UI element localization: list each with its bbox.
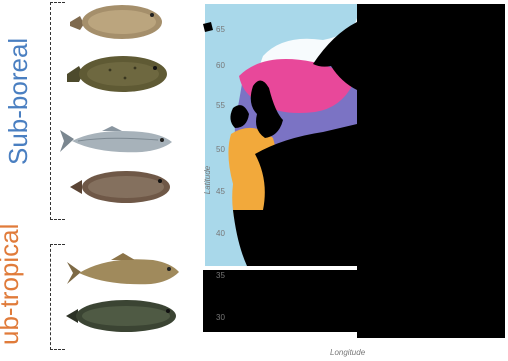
mask-bottom xyxy=(203,270,505,332)
latitude-tick-label: 65 xyxy=(216,25,225,34)
longitude-axis-label-html: Longitude xyxy=(330,348,366,357)
land-continent xyxy=(233,124,357,266)
latitude-tick-label: 45 xyxy=(216,187,225,196)
land-ireland xyxy=(230,105,249,128)
land-iceland-tip xyxy=(203,22,213,32)
sub-tropical-bracket xyxy=(50,244,65,350)
longitude-tick-label: -10 xyxy=(223,337,235,338)
land-british-isles xyxy=(250,80,283,138)
sub-boreal-label: Sub-boreal xyxy=(3,37,33,165)
longitude-tick-label: 15 xyxy=(365,337,374,338)
meagre-fish-image xyxy=(67,253,179,285)
latitude-tick-label: 60 xyxy=(216,61,225,70)
longitude-tick-label: 5 xyxy=(311,337,316,338)
longitude-tick-label: 30 xyxy=(449,337,458,338)
sub-boreal-bracket xyxy=(50,2,65,220)
latitude-tick-label: 30 xyxy=(216,313,225,322)
distribution-map: 65 60 55 50 45 40 35 30 -10 -5 0 5 10 15 20 25 30 35 Lat… xyxy=(203,4,505,338)
longitude-tick-label: -5 xyxy=(253,337,261,338)
longitude-ticks: -10 -5 0 5 10 15 20 25 30 35 xyxy=(223,337,486,338)
sub-tropical-label: ub-tropical xyxy=(0,223,24,345)
latitude-tick-label: 40 xyxy=(216,229,225,238)
latitude-tick-label: 55 xyxy=(216,101,225,110)
longitude-tick-label: 0 xyxy=(283,337,288,338)
plaice-fish-image xyxy=(67,56,167,92)
longitude-tick-label: 35 xyxy=(477,337,486,338)
latitude-ticks: 65 60 55 50 45 40 35 30 xyxy=(216,25,225,322)
latitude-tick-label: 50 xyxy=(216,145,225,154)
latitude-tick-label: 35 xyxy=(216,271,225,280)
sea-bass-fish-image xyxy=(60,126,172,153)
solenette-fish-image xyxy=(70,171,170,203)
longitude-tick-label: 25 xyxy=(421,337,430,338)
longitude-tick-label: 10 xyxy=(337,337,346,338)
land-scandinavia xyxy=(313,22,357,90)
longitude-tick-label: 20 xyxy=(393,337,402,338)
sole-fish-image xyxy=(66,300,176,332)
latitude-axis-label: Latitude xyxy=(203,165,212,194)
flounder-fish-image xyxy=(70,5,162,39)
